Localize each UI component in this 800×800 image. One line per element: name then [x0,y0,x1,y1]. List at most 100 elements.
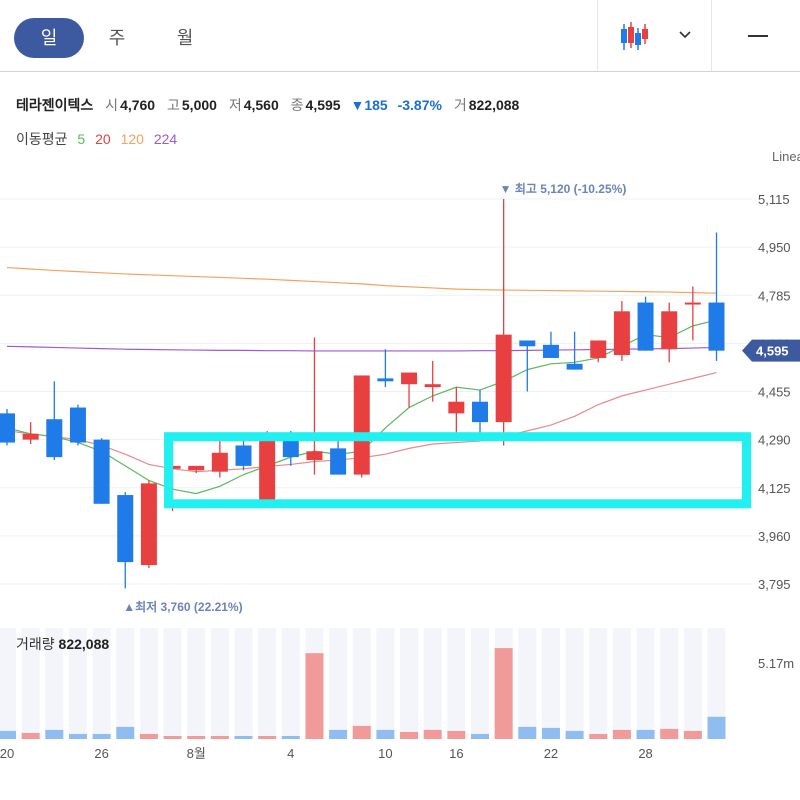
ma120-line [6,266,717,294]
volume-bar-background [281,628,300,739]
menu-icon [748,35,768,37]
volume-bar [116,726,135,739]
price-axis-label: 4,950 [758,240,791,255]
volume-bar [234,735,253,739]
volume-axis-label: 5.17m [758,656,794,671]
candle-down [708,302,725,351]
candle-up [613,311,630,356]
candle-down [566,363,583,370]
ma20-label: 20 [95,131,111,147]
ma224-label: 224 [153,131,178,147]
volume-bar [139,733,158,739]
volume-bar-background [258,628,277,739]
chart-type-button[interactable] [598,0,710,71]
volume-bar [471,733,489,739]
volume-bar-background [21,628,40,739]
volume-bar [612,729,631,739]
candle-up [448,401,465,414]
candle-up [306,451,323,461]
low-label: 저 [228,97,242,113]
volume-bar-background [612,628,631,739]
ma-label: 이동평균 [16,131,68,147]
volume-bar [281,735,300,739]
tab-day[interactable]: 일 [14,18,84,58]
volume-bar-background [234,628,253,739]
volume-bar-background [329,628,348,739]
volume-bar-background [352,628,371,739]
volume-bar-background [471,628,489,739]
stock-name: 테라젠이텍스 [16,97,94,113]
volume-value: 822,088 [468,97,520,113]
chevron-down-icon [679,31,691,39]
volume-bar [376,729,395,739]
tab-week[interactable]: 주 [108,28,126,48]
candle-up [684,302,701,305]
price-axis-label: 4,455 [758,385,791,400]
volume-bar-background [660,628,679,739]
scale-mode-label[interactable]: Linear [772,149,800,164]
price-axis-label: 5,115 [758,192,790,207]
candle-up [259,433,276,501]
volume-bar [21,732,40,739]
volume-label: 거 [453,97,467,113]
menu-button[interactable] [712,0,800,71]
volume-bar [660,728,679,739]
candle-up [495,334,512,423]
volume-bar-background [636,628,655,739]
ma224-line [6,345,717,352]
highlight-box [164,432,752,509]
volume-bar-background [210,628,229,739]
change-arrow-icon: ▼ [350,97,365,113]
volume-bar-background [0,628,16,739]
volume-bar [258,735,277,739]
date-axis-label: 8월 [187,746,206,761]
tab-month[interactable]: 월 [176,28,194,48]
candle-down [637,302,654,351]
candle-up [22,433,39,440]
candlestick-chart-icon [621,22,648,50]
candle-down [0,413,15,443]
volume-bar [589,733,608,739]
date-axis-label: 4 [287,746,294,761]
volume-panel-title: 거래량 822,088 [16,634,109,654]
price-axis-label: 4,785 [758,288,791,303]
volume-bar-background [518,628,537,739]
ma5-label: 5 [77,131,86,147]
volume-bar-background [68,628,87,739]
volume-bar-background [447,628,466,739]
candle-up [661,311,678,350]
moving-average-legend[interactable]: 이동평균 5 20 120 224 [16,129,183,149]
candle-down [117,495,134,563]
volume-bar-background [541,628,560,739]
change-percent: -3.87% [397,97,442,113]
toolbar-divider [711,0,712,71]
volume-bar [541,727,560,739]
volume-bar [329,729,348,739]
date-axis-label: 20 [0,746,14,761]
open-label: 시 [105,97,119,113]
volume-bar [400,731,419,739]
low-value: 4,560 [243,97,279,113]
candle-down [330,448,347,475]
volume-bar-background [92,628,111,739]
volume-bar [565,730,584,739]
high-value: 5,000 [181,97,217,113]
volume-bar [92,733,111,739]
volume-bar [423,729,442,739]
candle-down [542,344,559,358]
date-axis-label: 16 [449,746,463,761]
candle-up [140,483,157,566]
price-axis-label: 3,960 [758,529,791,544]
volume-bar [163,735,182,739]
candle-down [235,445,252,466]
volume-bar-background [423,628,442,739]
candle-down [472,401,488,423]
volume-bar-background [116,628,135,739]
volume-bar [707,716,726,739]
date-axis-label: 26 [94,746,108,761]
volume-panel-label: 거래량 [16,636,55,652]
volume-bar [447,730,466,739]
toolbar-divider [597,0,598,71]
volume-bar-background [400,628,419,739]
